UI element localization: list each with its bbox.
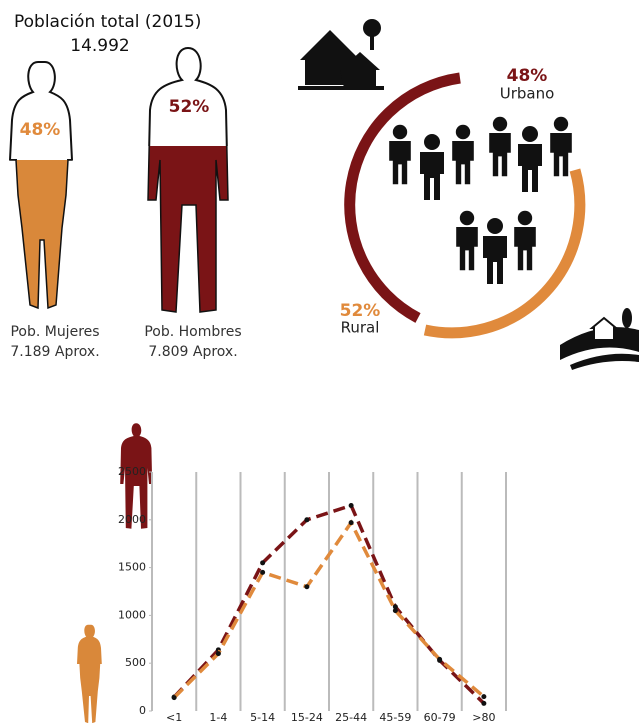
- person-icon: [452, 125, 474, 184]
- point: [349, 503, 354, 508]
- title: Población total (2015): [14, 12, 201, 32]
- x-tick-label: 5-14: [250, 711, 275, 723]
- x-tick-label: 60-79: [424, 711, 456, 723]
- point: [393, 608, 398, 613]
- total: 14.992: [70, 36, 129, 56]
- y-tick-label: 1000: [118, 608, 146, 621]
- point: [481, 701, 486, 706]
- people-icons: [389, 117, 572, 284]
- y-tick-label: 2000: [118, 513, 146, 526]
- person-icon: [420, 134, 444, 200]
- y-tick-label: 2500: [118, 465, 146, 478]
- men-label: Pob. Hombres: [144, 324, 241, 340]
- person-icon: [483, 218, 507, 284]
- y-tick-label: 500: [125, 656, 146, 669]
- woman-icon: [77, 625, 102, 723]
- x-tick-label: 25-44: [335, 711, 367, 723]
- person-icon: [389, 125, 411, 184]
- house-icon: [298, 19, 384, 90]
- point: [260, 560, 265, 565]
- rural-icon: [560, 308, 639, 370]
- x-tick-label: >80: [472, 711, 495, 723]
- point: [260, 570, 265, 575]
- person-icon: [550, 117, 572, 176]
- infographic: Población total (2015) 14.992 48% Pob. M…: [0, 0, 639, 723]
- point: [349, 520, 354, 525]
- x-tick-label: <1: [166, 711, 182, 723]
- y-tick-label: 0: [139, 704, 146, 717]
- x-tick-label: 1-4: [209, 711, 227, 723]
- urban-arc: [350, 78, 460, 318]
- men-percent: 52%: [169, 97, 210, 117]
- x-tick-label: 15-24: [291, 711, 323, 723]
- person-icon: [456, 211, 478, 270]
- x-tick-label: 45-59: [379, 711, 411, 723]
- person-icon: [518, 126, 542, 192]
- person-icon: [514, 211, 536, 270]
- point: [172, 695, 177, 700]
- women-count: 7.189 Aprox.: [10, 344, 99, 360]
- point: [304, 584, 309, 589]
- point: [481, 694, 486, 699]
- y-tick-label: 1500: [118, 561, 146, 574]
- point: [304, 517, 309, 522]
- urban-percent: 48%: [507, 66, 548, 86]
- person-icon: [489, 117, 511, 176]
- men-count: 7.809 Aprox.: [148, 344, 237, 360]
- rural-label: Rural: [341, 319, 380, 337]
- line-chart: 0 500 1000 1500 2000 2500 <1 1-4 5-14 15-24 25-44 4…: [118, 465, 506, 723]
- point: [216, 651, 221, 656]
- women-label: Pob. Mujeres: [10, 324, 99, 340]
- urban-label: Urbano: [500, 85, 555, 103]
- point: [437, 657, 442, 662]
- women-percent: 48%: [20, 120, 61, 140]
